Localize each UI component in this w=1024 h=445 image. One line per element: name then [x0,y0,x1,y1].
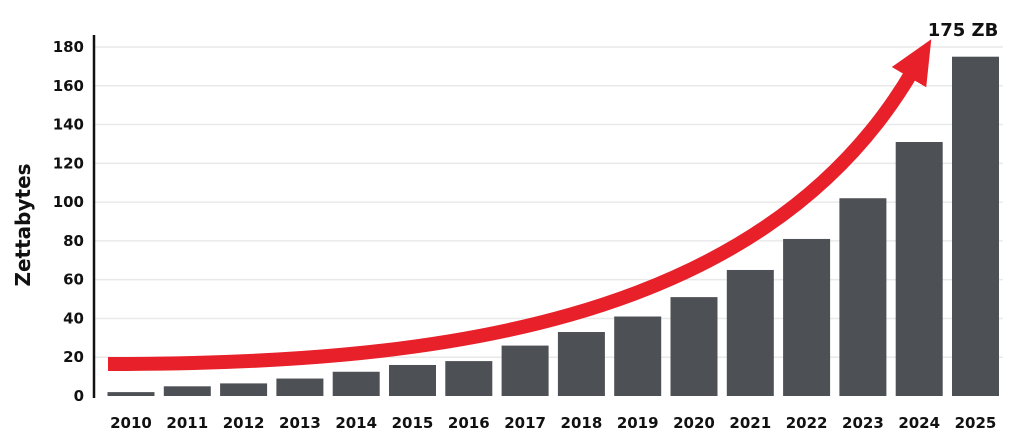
x-tick-2024: 2024 [898,414,940,432]
bars [107,56,999,396]
x-tick-labels: 2010 2011 2012 2013 2014 2015 2016 2017 2018 2019… [110,414,996,432]
bar-2022 [783,238,831,396]
bar-2014 [332,371,380,396]
y-tick-0: 0 [74,387,84,405]
bar-2020 [670,297,718,396]
bar-2019 [614,316,662,396]
x-tick-2013: 2013 [279,414,321,432]
bar-2015 [389,364,436,396]
gridlines [94,46,1003,358]
y-axis-label: Zettabytes [11,163,35,286]
bar-2010 [107,392,155,396]
x-tick-2014: 2014 [335,414,377,432]
bar-2013 [276,378,324,396]
y-tick-120: 120 [53,154,84,172]
trend-arrow [107,39,932,371]
y-tick-160: 160 [53,77,84,95]
bar-2025 [952,56,999,396]
bar-2017 [501,345,549,396]
bar-2011 [163,386,211,396]
y-tick-140: 140 [53,116,84,134]
x-tick-2020: 2020 [673,414,715,432]
bar-2018 [557,332,605,396]
annotation-175-zb: 175 ZB [928,20,999,41]
x-tick-2023: 2023 [842,414,884,432]
y-tick-100: 100 [53,193,84,211]
y-tick-labels: 0 20 40 60 80 100 120 140 160 180 [53,38,84,405]
bar-2023 [839,198,887,396]
x-tick-2021: 2021 [729,414,771,432]
x-tick-2022: 2022 [786,414,828,432]
x-tick-2025: 2025 [955,414,997,432]
x-tick-2010: 2010 [110,414,152,432]
y-tick-60: 60 [63,271,84,289]
x-tick-2011: 2011 [166,414,208,432]
x-tick-2012: 2012 [223,414,265,432]
y-tick-80: 80 [63,232,84,250]
x-tick-2019: 2019 [617,414,659,432]
y-tick-20: 20 [63,348,84,366]
x-tick-2017: 2017 [504,414,546,432]
x-tick-2016: 2016 [448,414,490,432]
bar-2012 [220,383,268,396]
x-tick-2018: 2018 [561,414,603,432]
y-tick-40: 40 [63,309,84,327]
bar-2016 [445,361,493,396]
bar-2021 [726,269,774,396]
y-tick-180: 180 [53,38,84,56]
x-tick-2015: 2015 [392,414,434,432]
bar-2024 [895,142,943,396]
